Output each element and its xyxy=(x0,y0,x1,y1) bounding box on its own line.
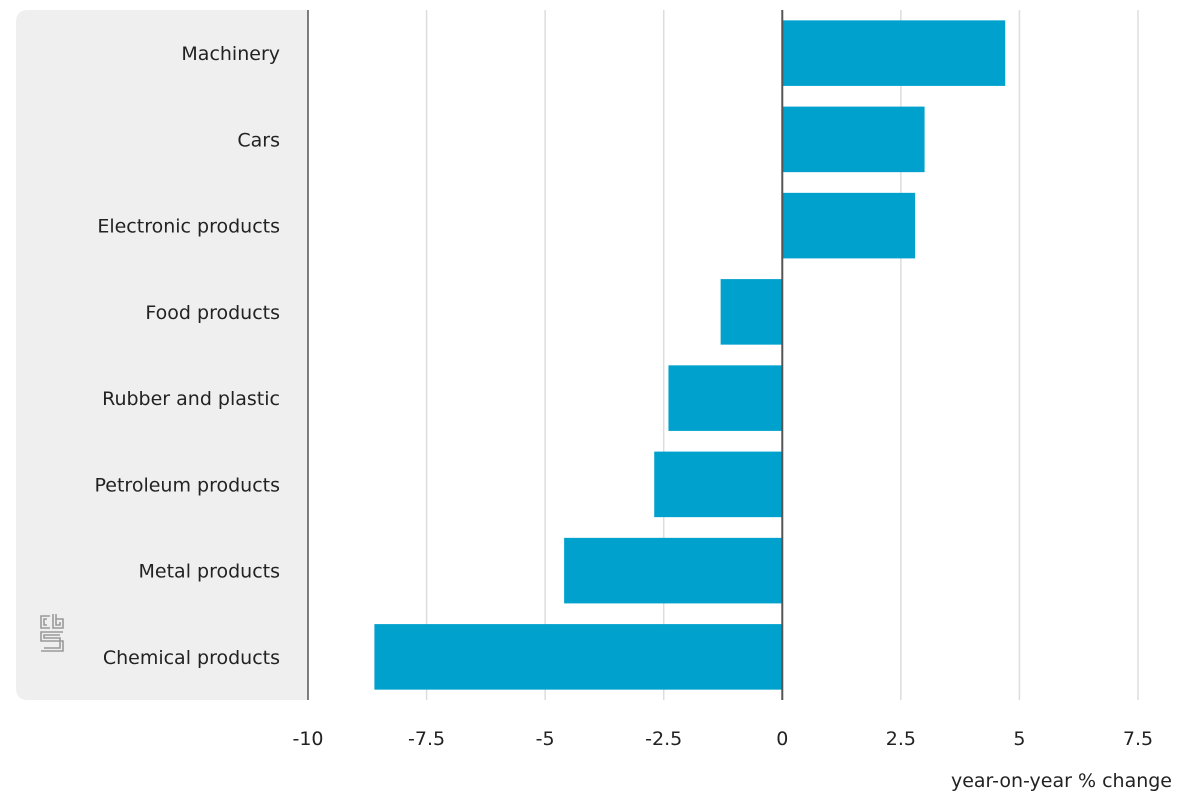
x-tick-label: -7.5 xyxy=(408,728,445,750)
x-tick-labels: -10 -7.5 -5 -2.5 0 2.5 5 7.5 xyxy=(292,728,1153,750)
x-tick-label: 2.5 xyxy=(886,728,916,750)
x-tick-label: -5 xyxy=(536,728,555,750)
cbs-logo xyxy=(40,614,64,652)
bars xyxy=(374,20,1006,690)
category-label: Electronic products xyxy=(97,216,280,238)
x-tick-label: -2.5 xyxy=(645,728,682,750)
bar-food-products xyxy=(720,279,783,345)
x-tick-label: -10 xyxy=(292,728,323,750)
bar-rubber-and-plastic xyxy=(668,365,783,431)
bar-machinery xyxy=(782,20,1006,86)
x-tick-label: 5 xyxy=(1013,728,1025,750)
category-label-panel xyxy=(16,10,308,700)
category-label: Chemical products xyxy=(103,647,280,669)
category-label: Machinery xyxy=(181,43,280,65)
category-labels: Machinery Cars Electronic products Food pro… xyxy=(95,43,280,669)
bar-chemical-products xyxy=(374,624,783,690)
x-tick-label: 0 xyxy=(776,728,788,750)
bar-cars xyxy=(782,106,925,173)
category-label: Metal products xyxy=(139,561,280,583)
x-tick-label: 7.5 xyxy=(1123,728,1153,750)
bar-petroleum-products xyxy=(654,451,783,518)
x-axis-label: year-on-year % change xyxy=(951,770,1172,792)
category-label: Rubber and plastic xyxy=(102,388,280,410)
bar-metal-products xyxy=(564,537,783,604)
category-label: Cars xyxy=(237,129,280,151)
category-label: Petroleum products xyxy=(95,474,280,496)
bar-electronic-products xyxy=(782,192,916,259)
category-label: Food products xyxy=(145,302,280,324)
